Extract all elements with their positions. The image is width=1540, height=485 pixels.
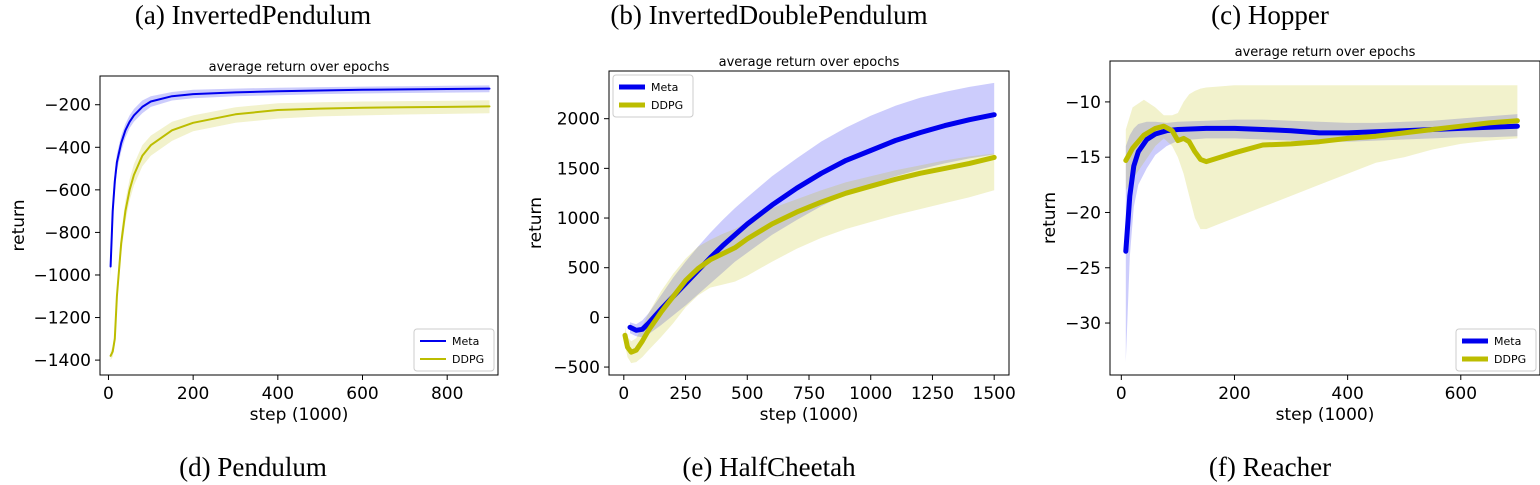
y-tick-label: −1400	[33, 351, 91, 371]
x-tick-label: 200	[1218, 384, 1250, 404]
legend-label-ddpg: DDPG	[651, 99, 683, 112]
y-tick-label: 0	[589, 308, 600, 328]
y-tick-label: −600	[44, 181, 91, 201]
y-tick-label: −25	[1065, 259, 1101, 279]
x-tick-label: 600	[1445, 384, 1477, 404]
caption-d: (d) Pendulum	[179, 452, 327, 482]
legend-label-meta: Meta	[452, 335, 479, 348]
x-tick-label: 750	[793, 384, 825, 404]
y-tick-label: −500	[553, 358, 600, 378]
band-meta	[1125, 114, 1518, 362]
y-tick-label: −30	[1065, 314, 1101, 334]
chart-title: average return over epochs	[209, 60, 390, 75]
series-line-ddpg	[622, 154, 997, 355]
x-tick-label: 400	[1331, 384, 1363, 404]
y-tick-label: −15	[1065, 148, 1101, 168]
x-tick-label: 0	[103, 384, 114, 404]
y-tick-label: 2000	[557, 110, 600, 130]
band-meta	[110, 85, 490, 278]
x-tick-label: 0	[618, 384, 629, 404]
y-tick-label: 1500	[557, 159, 600, 179]
band-ddpg	[1125, 85, 1518, 230]
x-tick-label: 500	[731, 384, 763, 404]
caption-f: (f) Reacher	[1208, 452, 1332, 482]
series-line-ddpg	[109, 105, 491, 357]
legend-box	[413, 328, 495, 372]
y-tick-label: −10	[1065, 93, 1101, 113]
x-tick-label: 800	[431, 384, 463, 404]
plot-frame	[99, 75, 499, 376]
caption-e: (e) HalfCheetah	[682, 452, 856, 482]
x-tick-label: 1000	[849, 384, 892, 404]
legend: Meta DDPG	[1455, 328, 1537, 372]
band-ddpg	[625, 153, 995, 364]
legend-label-ddpg: DDPG	[1494, 353, 1526, 366]
x-tick-label: 600	[346, 384, 378, 404]
series-line-meta	[627, 112, 997, 333]
chart-a: average return over epochs 0 200 400 600 800 −…	[9, 60, 499, 425]
legend-label-meta: Meta	[651, 81, 678, 94]
caption-c: (c) Hopper	[1211, 0, 1329, 30]
caption-a: (a) InvertedPendulum	[134, 0, 372, 30]
y-tick-label: 1000	[557, 209, 600, 229]
band-meta	[630, 82, 995, 338]
x-tick-label: 1500	[973, 384, 1016, 404]
chart-title: average return over epochs	[1235, 45, 1416, 60]
chart-c: average return over epochs 0 200 400 600 −30 −…	[1040, 45, 1540, 425]
legend: Meta DDPG	[413, 328, 495, 372]
series-line-meta	[109, 87, 491, 268]
y-tick-label: −20	[1065, 203, 1101, 223]
x-tick-label: 250	[669, 384, 701, 404]
x-tick-label: 1250	[911, 384, 954, 404]
x-tick-label: 0	[1116, 384, 1127, 404]
series-line-ddpg	[1123, 118, 1520, 165]
y-axis-label: return	[526, 197, 546, 249]
x-axis-label: step (1000)	[1276, 405, 1375, 425]
y-tick-label: −400	[44, 138, 91, 158]
y-tick-label: −800	[44, 223, 91, 243]
chart-title: average return over epochs	[719, 55, 900, 70]
band-ddpg	[110, 100, 490, 361]
y-axis-label: return	[9, 200, 29, 252]
y-tick-label: −200	[44, 96, 91, 116]
y-tick-label: 500	[568, 259, 600, 279]
legend-label-meta: Meta	[1494, 335, 1521, 348]
y-axis-label: return	[1040, 192, 1060, 244]
caption-b: (b) InvertedDoublePendulum	[610, 0, 928, 30]
legend: Meta DDPG	[612, 74, 694, 118]
x-tick-label: 400	[262, 384, 294, 404]
x-axis-label: step (1000)	[760, 405, 859, 425]
plot-frame	[1109, 60, 1540, 376]
x-axis-label: step (1000)	[250, 405, 349, 425]
chart-b: average return over epochs 0 250 500 750 1000…	[526, 55, 1016, 425]
x-tick-label: 200	[177, 384, 209, 404]
y-tick-label: −1000	[33, 266, 91, 286]
legend-label-ddpg: DDPG	[452, 353, 484, 366]
y-tick-label: −1200	[33, 309, 91, 329]
